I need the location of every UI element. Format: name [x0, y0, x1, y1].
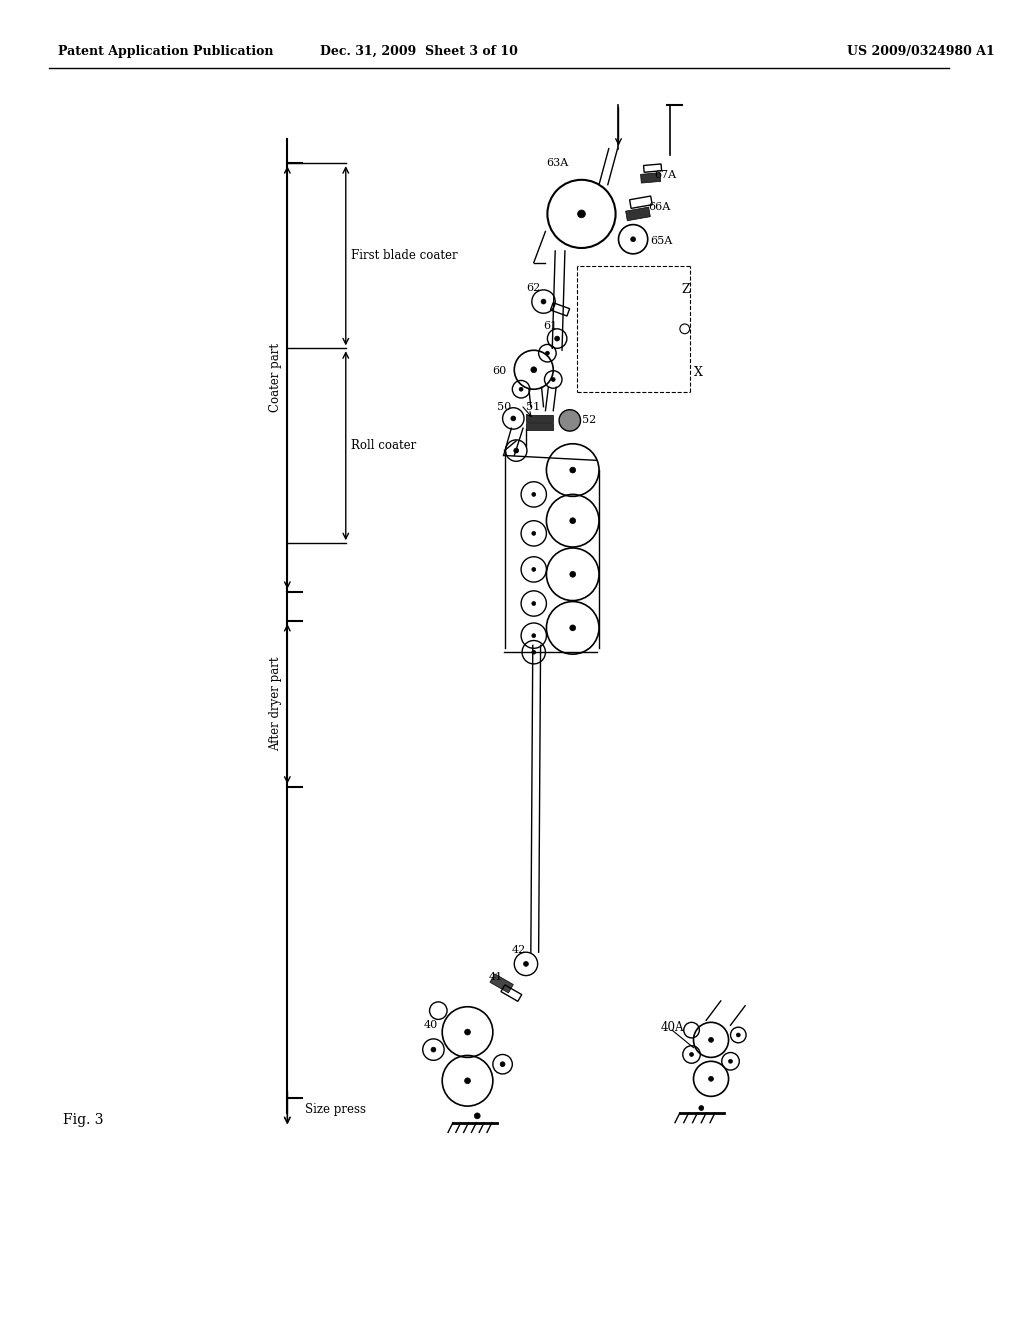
Text: 40A: 40A	[660, 1020, 684, 1034]
Circle shape	[519, 387, 523, 391]
Text: 61: 61	[544, 321, 558, 331]
Circle shape	[530, 367, 537, 372]
Circle shape	[500, 1061, 505, 1067]
Circle shape	[531, 651, 536, 655]
Circle shape	[523, 961, 528, 966]
Text: 40: 40	[424, 1020, 438, 1030]
Circle shape	[514, 449, 519, 453]
Text: 63A: 63A	[546, 158, 568, 168]
Circle shape	[631, 236, 636, 242]
Text: X: X	[693, 366, 702, 379]
Text: US 2009/0324980 A1: US 2009/0324980 A1	[848, 45, 995, 58]
Circle shape	[531, 532, 536, 536]
Text: 66A: 66A	[648, 202, 671, 213]
Bar	[526, 422, 553, 429]
Bar	[551, 302, 569, 315]
Circle shape	[511, 416, 516, 421]
Text: Dec. 31, 2009  Sheet 3 of 10: Dec. 31, 2009 Sheet 3 of 10	[319, 45, 518, 58]
Circle shape	[531, 602, 536, 606]
Circle shape	[531, 568, 536, 572]
Text: 60: 60	[493, 366, 507, 376]
Circle shape	[709, 1076, 714, 1081]
Bar	[641, 173, 660, 183]
Text: After dryer part: After dryer part	[269, 656, 283, 751]
Text: Coater part: Coater part	[269, 343, 283, 412]
Circle shape	[569, 572, 575, 577]
Circle shape	[531, 634, 536, 638]
Circle shape	[569, 624, 575, 631]
Text: Roll coater: Roll coater	[350, 440, 416, 453]
Circle shape	[578, 210, 586, 218]
Circle shape	[546, 351, 549, 355]
Text: 41: 41	[488, 972, 503, 982]
Text: 42: 42	[511, 945, 525, 956]
Circle shape	[541, 300, 546, 304]
Circle shape	[559, 409, 581, 432]
Text: 51: 51	[526, 401, 541, 412]
Circle shape	[736, 1034, 740, 1038]
Circle shape	[709, 1038, 714, 1043]
Text: 52: 52	[583, 416, 597, 425]
Text: 50: 50	[497, 401, 511, 412]
Bar	[501, 985, 522, 1002]
Circle shape	[465, 1078, 470, 1084]
Circle shape	[431, 1047, 436, 1052]
Circle shape	[465, 1030, 470, 1035]
Text: Z: Z	[682, 284, 690, 297]
Circle shape	[531, 492, 536, 496]
Text: Size press: Size press	[305, 1104, 366, 1117]
Text: 67A: 67A	[654, 170, 677, 180]
Circle shape	[689, 1052, 693, 1056]
Circle shape	[474, 1113, 480, 1119]
Text: 65A: 65A	[650, 236, 673, 246]
Bar	[643, 164, 662, 173]
Text: Fig. 3: Fig. 3	[63, 1113, 103, 1127]
Text: First blade coater: First blade coater	[350, 249, 458, 263]
Bar	[626, 207, 650, 220]
Text: 62: 62	[526, 282, 541, 293]
Bar	[489, 974, 513, 993]
Bar	[630, 197, 652, 209]
Bar	[526, 414, 553, 422]
Circle shape	[728, 1060, 732, 1063]
Circle shape	[569, 467, 575, 473]
Circle shape	[551, 378, 555, 381]
Circle shape	[698, 1106, 703, 1110]
Circle shape	[569, 517, 575, 524]
Circle shape	[555, 337, 559, 341]
Text: Patent Application Publication: Patent Application Publication	[58, 45, 274, 58]
